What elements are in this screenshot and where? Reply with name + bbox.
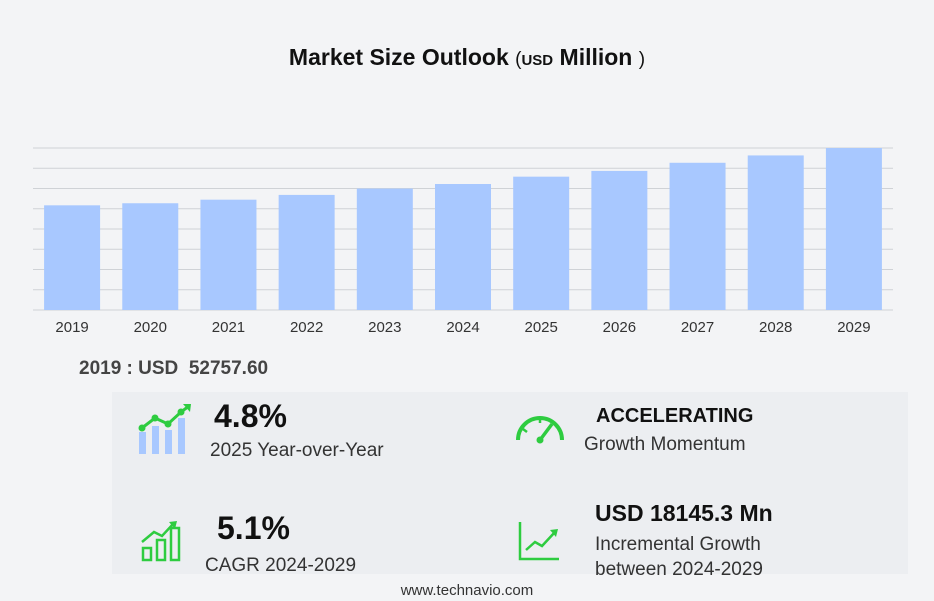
yoy-label: 2025 Year-over-Year [210, 440, 384, 461]
stats-panel [112, 392, 908, 574]
incremental-value: USD 18145.3 Mn [595, 500, 773, 526]
bar-2019 [44, 205, 101, 310]
bar-2023 [356, 188, 413, 310]
bar-2028 [747, 155, 804, 310]
momentum-label: Growth Momentum [584, 434, 746, 455]
x-tick-label: 2020 [134, 319, 167, 336]
yoy-value: 4.8% [214, 398, 287, 434]
line-chart-icon [518, 522, 559, 561]
title-close-paren: ) [638, 49, 646, 70]
bar-2025 [513, 176, 570, 310]
cagr-label: CAGR 2024-2029 [205, 555, 357, 576]
bar-2022 [278, 194, 335, 310]
bar-2021 [200, 199, 257, 310]
x-tick-label: 2023 [368, 319, 401, 336]
title-unit: USD [521, 52, 554, 69]
bar-chart: 2019 2020 2021 2022 2023 2024 2025 2026 2027 2028… [33, 147, 893, 336]
x-tick-label: 2025 [524, 319, 557, 336]
bar-2027 [669, 162, 726, 310]
base-year-value: 2019 : USD 52757.60 [79, 358, 269, 379]
cagr-value: 5.1% [217, 510, 290, 546]
title-main: Market Size Outlook [288, 44, 509, 70]
bar-2024 [435, 184, 491, 310]
x-tick-label: 2028 [759, 319, 792, 336]
growth-bars-icon [138, 404, 191, 454]
x-tick-label: 2029 [837, 319, 870, 336]
incremental-label-line1: Incremental Growth [595, 534, 761, 555]
momentum-value: ACCELERATING [596, 405, 754, 427]
x-tick-label: 2021 [212, 319, 245, 336]
bar-2029 [825, 148, 882, 310]
title-open-paren: ( [515, 49, 522, 70]
x-tick-label: 2026 [603, 319, 636, 336]
incremental-label-line2: between 2024-2029 [595, 559, 763, 580]
x-tick-label: 2022 [290, 319, 323, 336]
x-tick-label: 2019 [55, 319, 88, 336]
x-tick-label: 2024 [446, 319, 479, 336]
x-tick-label: 2027 [681, 319, 714, 336]
chart-title: Market Size Outlook (USD Million ) [0, 44, 934, 71]
bar-2020 [122, 203, 179, 310]
title-scale: Million [559, 44, 633, 70]
bar-2026 [591, 170, 648, 310]
bar-chart-icon [141, 521, 181, 562]
footer-url: www.technavio.com [400, 582, 534, 599]
speedometer-icon [516, 416, 564, 444]
